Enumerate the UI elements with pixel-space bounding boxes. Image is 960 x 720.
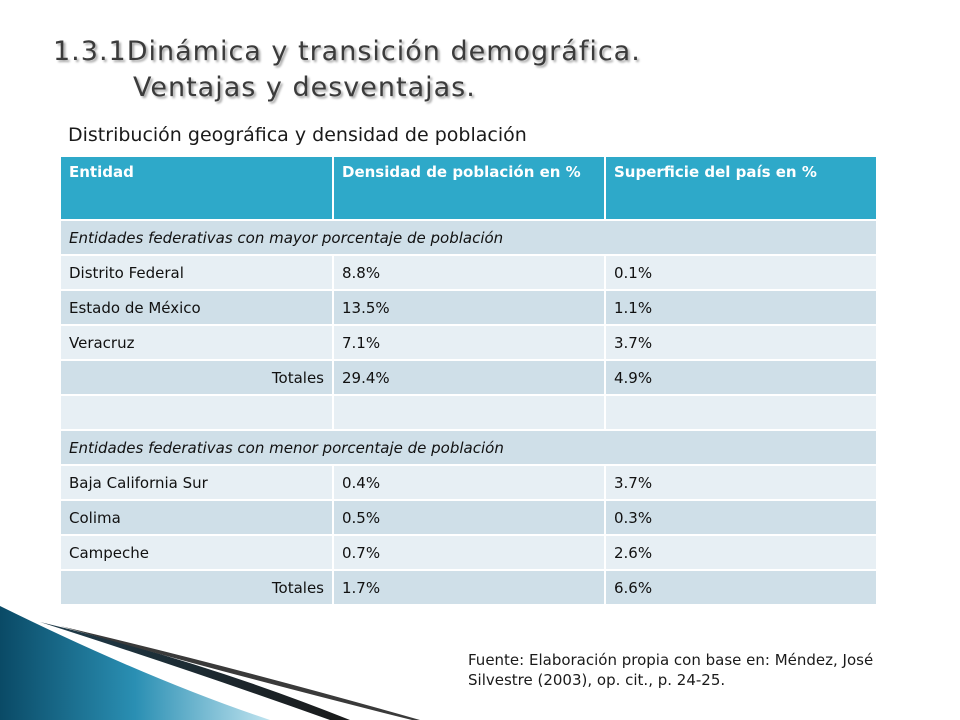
- decorative-swoosh: [0, 606, 420, 720]
- density-cell: 0.7%: [333, 535, 606, 571]
- entity-cell: Baja California Sur: [61, 465, 334, 501]
- entity-cell: Colima: [61, 500, 334, 536]
- table-row: Campeche 0.7% 2.6%: [61, 535, 878, 571]
- totals-label: Totales: [61, 570, 334, 606]
- density-cell: 8.8%: [333, 255, 606, 291]
- area-cell: 0.1%: [605, 255, 878, 291]
- section-row-mayor: Entidades federativas con mayor porcenta…: [61, 220, 878, 256]
- header-densidad: Densidad de población en %: [333, 157, 606, 221]
- table-row: Colima 0.5% 0.3%: [61, 500, 878, 536]
- swoosh-blue-band: [0, 606, 270, 720]
- area-cell: 6.6%: [605, 570, 878, 606]
- entity-cell: Campeche: [61, 535, 334, 571]
- area-cell: 2.6%: [605, 535, 878, 571]
- area-cell: 4.9%: [605, 360, 878, 396]
- area-cell: 1.1%: [605, 290, 878, 326]
- swoosh-thin-line: [60, 626, 420, 720]
- totals-label: Totales: [61, 360, 334, 396]
- slide-title: 1.3.1Dinámica y transición demográfica. …: [53, 34, 641, 106]
- area-cell: 0.3%: [605, 500, 878, 536]
- density-cell: 0.4%: [333, 465, 606, 501]
- empty-cell: [61, 395, 334, 431]
- entity-cell: Distrito Federal: [61, 255, 334, 291]
- source-note: Fuente: Elaboración propia con base en: …: [468, 651, 874, 689]
- header-entidad: Entidad: [61, 157, 334, 221]
- density-cell: 13.5%: [333, 290, 606, 326]
- entity-cell: Veracruz: [61, 325, 334, 361]
- section-label: Entidades federativas con mayor porcenta…: [61, 220, 878, 256]
- population-table: Entidad Densidad de población en % Super…: [61, 157, 878, 606]
- density-cell: 0.5%: [333, 500, 606, 536]
- table-header-row: Entidad Densidad de población en % Super…: [61, 157, 878, 221]
- title-line-1: 1.3.1Dinámica y transición demográfica.: [53, 36, 641, 67]
- totals-row: Totales 29.4% 4.9%: [61, 360, 878, 396]
- density-cell: 7.1%: [333, 325, 606, 361]
- section-row-menor: Entidades federativas con menor porcenta…: [61, 430, 878, 466]
- title-line-2: Ventajas y desventajas.: [133, 72, 476, 103]
- density-cell: 29.4%: [333, 360, 606, 396]
- header-superficie: Superficie del país en %: [605, 157, 878, 221]
- empty-cell: [333, 395, 606, 431]
- table-row: Baja California Sur 0.4% 3.7%: [61, 465, 878, 501]
- section-label: Entidades federativas con menor porcenta…: [61, 430, 878, 466]
- table-row: Veracruz 7.1% 3.7%: [61, 325, 878, 361]
- area-cell: 3.7%: [605, 325, 878, 361]
- table-row: Distrito Federal 8.8% 0.1%: [61, 255, 878, 291]
- slide-subtitle: Distribución geográfica y densidad de po…: [68, 124, 527, 146]
- density-cell: 1.7%: [333, 570, 606, 606]
- area-cell: 3.7%: [605, 465, 878, 501]
- entity-cell: Estado de México: [61, 290, 334, 326]
- totals-row: Totales 1.7% 6.6%: [61, 570, 878, 606]
- table-row: Estado de México 13.5% 1.1%: [61, 290, 878, 326]
- empty-row: [61, 395, 878, 431]
- swoosh-dark-band: [40, 622, 350, 720]
- empty-cell: [605, 395, 878, 431]
